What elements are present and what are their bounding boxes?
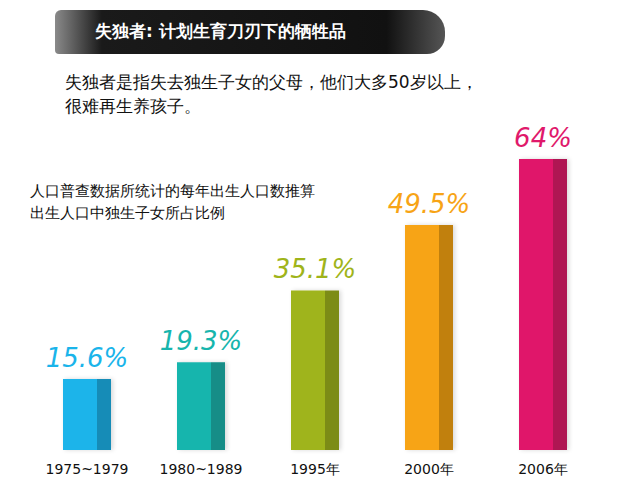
html-text:人口普查数据所统计的每年出生人口数推算出生人口中独生子女所占: 人口普查数据所统计的每年出生人口数推算出生人口中独生子女所占比例 xyxy=(30,182,315,222)
html-text:失独者: 计划生育刀刃下的牺牲品: 失独者: 计划生育刀刃下的牺牲品 xyxy=(95,21,346,41)
svg-text:1995年: 1995年 xyxy=(290,461,340,477)
svg-text:19.3%: 19.3% xyxy=(160,326,243,356)
svg-text:15.6%: 15.6% xyxy=(46,343,129,373)
html-text:失独者是指失去独生子女的父母，他们大多50岁以上，很难再生养: 失独者是指失去独生子女的父母，他们大多50岁以上，很难再生养孩子。 xyxy=(65,72,478,116)
svg-text:35.1%: 35.1% xyxy=(274,254,357,284)
svg-text:64%: 64% xyxy=(514,123,572,153)
svg-text:2006年: 2006年 xyxy=(518,461,568,477)
svg-text:49.5%: 49.5% xyxy=(388,189,471,219)
svg-text:1980~1989: 1980~1989 xyxy=(160,461,243,477)
svg-text:1975~1979: 1975~1979 xyxy=(46,461,129,477)
svg-text:2000年: 2000年 xyxy=(404,461,454,477)
